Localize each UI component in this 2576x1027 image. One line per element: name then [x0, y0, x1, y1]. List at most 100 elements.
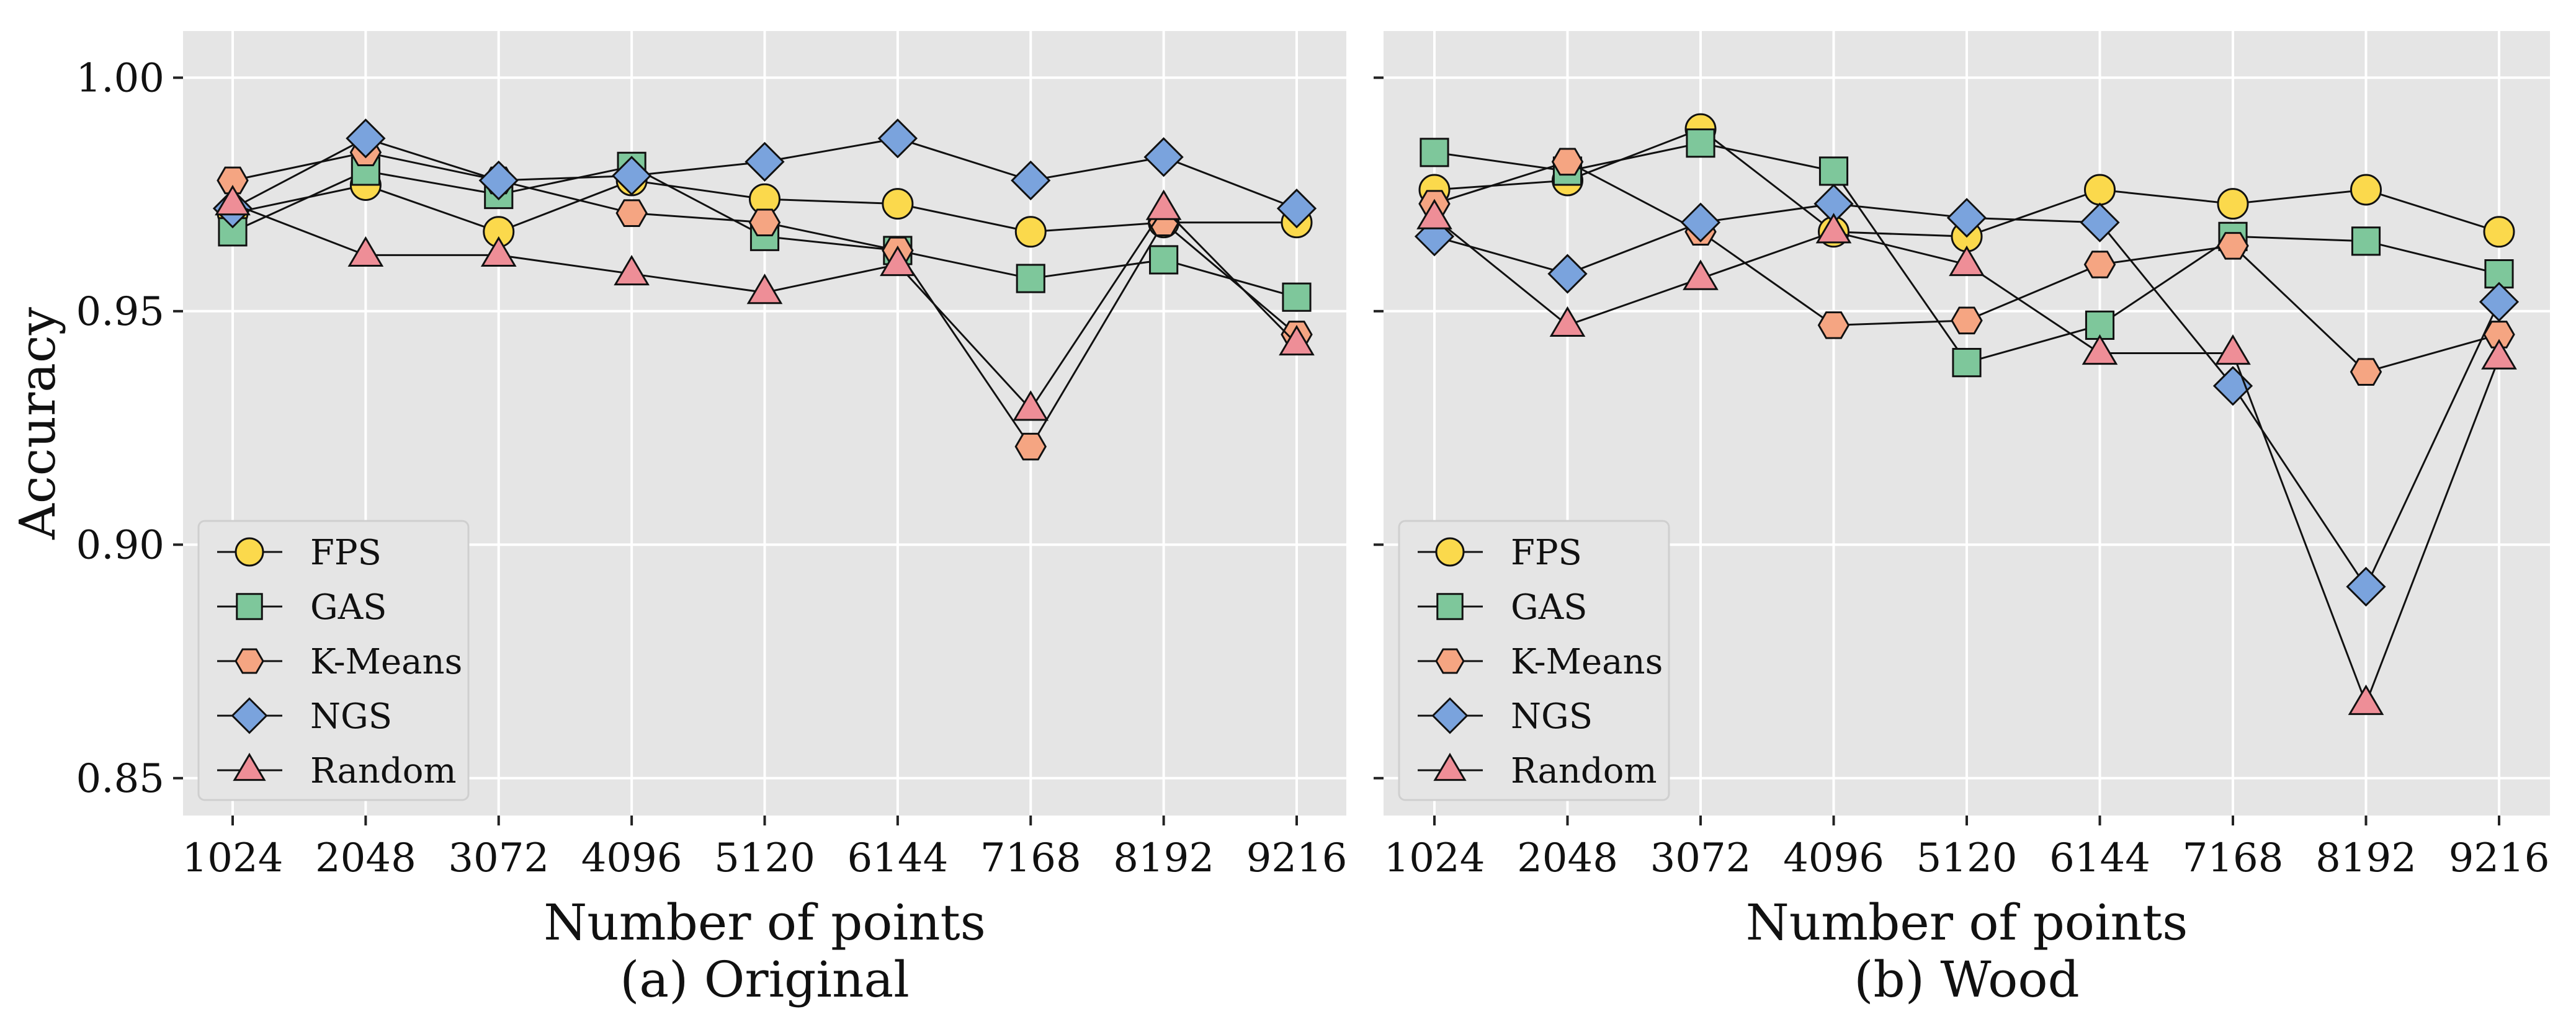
legend-marker: [235, 648, 264, 674]
y-tick-label: 0.95: [76, 289, 165, 335]
y-tick-label: 1.00: [76, 55, 165, 101]
data-point: [882, 188, 914, 220]
data-point: [1815, 213, 1852, 244]
x-tick-label: 4096: [1783, 835, 1884, 881]
data-point: [2215, 334, 2251, 365]
data-point: [880, 245, 916, 277]
data-point: [1145, 189, 1182, 220]
data-point: [1016, 264, 1045, 293]
legend-item: GAS: [217, 587, 387, 628]
legend-item: K-Means: [217, 642, 462, 682]
data-point: [2481, 339, 2517, 370]
panel-caption: (b) Wood: [1854, 951, 2079, 1008]
legend-label: GAS: [1511, 587, 1588, 628]
data-point: [2479, 282, 2520, 322]
data-point: [1420, 138, 1449, 167]
data-point: [1817, 311, 1850, 339]
x-tick-label: 1024: [182, 835, 284, 881]
data-point: [2351, 226, 2381, 256]
legend-box: [197, 520, 470, 801]
data-point: [1549, 306, 1586, 337]
data-point: [1946, 198, 1987, 238]
x-tick-label: 8192: [1113, 835, 1214, 881]
data-point: [2346, 566, 2386, 607]
data-point: [215, 185, 251, 216]
data-point: [1949, 245, 1985, 277]
data-point: [2083, 174, 2116, 206]
data-point: [1952, 348, 1982, 378]
legend-marker: [231, 697, 268, 734]
x-tick-label: 9216: [2449, 835, 2550, 881]
data-point: [1279, 324, 1315, 356]
legend-item: Random: [217, 751, 457, 791]
data-point: [217, 166, 249, 195]
x-tick-label: 7168: [980, 835, 1081, 881]
data-point: [1416, 198, 1452, 229]
data-point: [1680, 202, 1721, 242]
x-tick-label: 5120: [714, 835, 815, 881]
data-point: [2484, 259, 2514, 289]
legend-item: FPS: [217, 533, 382, 573]
data-point: [483, 216, 515, 248]
chart-panel-2: 1024 2048 3072 4096 5120 6144 7168 8192 9216 Numb…: [1374, 31, 2550, 1008]
data-point: [1149, 245, 1179, 275]
data-point: [1551, 148, 1584, 176]
legend-item: K-Means: [1418, 642, 1663, 682]
data-point: [2350, 358, 2382, 386]
data-point: [877, 118, 918, 159]
legend-label: NGS: [1511, 696, 1593, 737]
data-point: [1011, 160, 1051, 201]
legend-item: GAS: [1418, 587, 1588, 628]
y-tick-label: 0.85: [76, 756, 165, 802]
legend-marker: [235, 537, 264, 567]
panel-caption: (a) Original: [620, 951, 910, 1008]
series-k-means: [1418, 148, 2515, 386]
legend-label: Random: [310, 751, 457, 791]
data-point: [2083, 251, 2116, 278]
data-point: [1014, 432, 1047, 461]
legend-item: Random: [1418, 751, 1657, 791]
data-point: [1686, 128, 1715, 158]
legend-marker: [1435, 537, 1465, 567]
legend-label: NGS: [310, 696, 392, 737]
data-point: [1014, 216, 1047, 248]
x-tick-label: 1024: [1384, 835, 1485, 881]
x-tick-label: 2048: [1517, 835, 1618, 881]
data-point: [2348, 684, 2384, 715]
legend-marker: [1431, 697, 1469, 734]
x-axis-label: Number of points: [543, 894, 986, 951]
legend-marker: [1433, 752, 1467, 781]
x-tick-label: 2048: [315, 835, 416, 881]
data-point: [346, 118, 386, 159]
data-point: [1951, 306, 1983, 335]
data-point: [2080, 202, 2120, 242]
x-tick-label: 3072: [1650, 835, 1751, 881]
data-point: [1143, 137, 1184, 177]
legend-marker: [236, 593, 263, 620]
data-point: [2217, 232, 2249, 260]
data-point: [478, 160, 519, 201]
legend-label: K-Means: [310, 642, 462, 682]
data-point: [614, 254, 650, 286]
x-tick-label: 4096: [581, 835, 682, 881]
data-point: [1547, 254, 1588, 294]
x-tick-label: 6144: [2049, 835, 2150, 881]
legend-item: NGS: [1418, 696, 1593, 737]
legend-box: [1398, 520, 1670, 801]
legend-label: K-Means: [1511, 642, 1663, 682]
legend-label: FPS: [310, 533, 382, 573]
legend-marker: [1435, 648, 1465, 674]
data-point: [1683, 259, 1719, 290]
data-point: [1282, 282, 1312, 312]
x-tick-label: 5120: [1916, 835, 2018, 881]
series-ngs: [212, 118, 1317, 229]
data-point: [1818, 156, 1849, 186]
data-point: [748, 208, 781, 236]
data-point: [480, 236, 517, 267]
y-tick-label: 0.90: [76, 522, 165, 568]
data-point: [2217, 188, 2249, 220]
data-point: [2082, 334, 2118, 365]
data-point: [612, 156, 652, 196]
x-tick-label: 3072: [448, 835, 549, 881]
